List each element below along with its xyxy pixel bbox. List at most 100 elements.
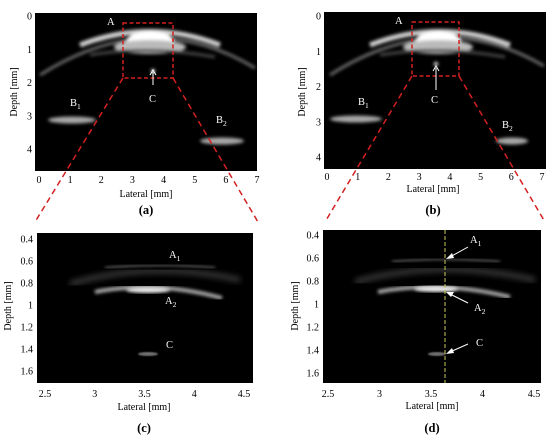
panel-a-xtick-label: 3	[130, 175, 135, 186]
panel-c-ytick-label: 0.6	[21, 257, 34, 268]
panel-c-xtick-label: 3.5	[138, 389, 151, 400]
panel-d-ytick-label: 1	[314, 300, 319, 311]
panel-b-xticks: 0 1 2 3 4 5 6 7	[325, 172, 545, 183]
panel-d-ytick-label: 0.6	[307, 254, 320, 265]
panel-a-xticks: 0 1 2 3 4 5 6 7	[37, 175, 260, 186]
panel-d-caption: (d)	[424, 421, 439, 435]
panel-c-label-A1: A1	[169, 250, 181, 263]
panel-c-xticks: 2.5 3 3.5 4 4.5	[39, 389, 251, 400]
panel-a-xtick-label: 5	[192, 175, 197, 186]
panel-c-ytick-label: 1.4	[21, 345, 34, 356]
panel-a-zoom-box	[122, 22, 174, 79]
panel-b-xtick-label: 7	[540, 172, 545, 183]
panel-d-xticks: 2.5 3 3.5 4 4.5	[322, 389, 541, 400]
panel-a-xtick-label: 4	[161, 175, 166, 186]
panel-d-ytick-label: 0.8	[307, 277, 320, 288]
panel-b-ytick-label: 3	[316, 117, 321, 128]
panel-d-xtick-label: 2.5	[322, 389, 335, 400]
panel-d-xtick-label: 3.5	[425, 389, 438, 400]
panel-a-xtick-label: 2	[99, 175, 104, 186]
panel-b: A B1 B2 C 0 1 2 3 4 0 1 2 3 4 5 6 7 Depth [mm] Late…	[297, 12, 546, 217]
panel-d-xlabel: Lateral [mm]	[405, 401, 458, 412]
panel-b-xtick-label: 2	[386, 172, 391, 183]
panel-b-xtick-label: 5	[478, 172, 483, 183]
panel-c-ytick-label: 1.2	[21, 323, 34, 334]
panel-d-arrows	[446, 246, 469, 354]
panel-d-ylabel: Depth [mm]	[290, 281, 301, 330]
panel-c-xtick-label: 3	[92, 389, 97, 400]
panel-a-label-A: A	[107, 17, 115, 28]
zoom-projection-lines	[34, 75, 546, 223]
panel-d-label-A1: A1	[470, 235, 482, 248]
panel-a-label-B1: B1	[70, 98, 81, 111]
panel-d-yticks: 0.4 0.6 0.8 1 1.2 1.4 1.6	[307, 231, 320, 380]
panel-c-label-A2: A2	[165, 296, 177, 309]
panel-c-xtick-label: 2.5	[39, 389, 52, 400]
panel-d: A1 A2 C 0.40.60.811.21.41.6 2.5 3 3.5 4 4.5 …	[290, 230, 541, 435]
panel-c-caption: (c)	[137, 421, 151, 435]
panel-c-xlabel: Lateral [mm]	[117, 402, 170, 413]
panel-c-ytick-label: 0.8	[21, 279, 34, 290]
panel-c-xtick-label: 4	[192, 389, 197, 400]
panel-a-label-C: C	[149, 94, 156, 105]
panel-a-yticks: 0 1 2 3 4	[27, 12, 32, 156]
panel-a-label-B2: B2	[216, 115, 227, 128]
panel-a-speckle	[39, 29, 256, 145]
panel-a-ytick-label: 1	[27, 45, 32, 56]
panel-b-ytick-label: 4	[316, 153, 321, 164]
panel-a-xtick-label: 1	[68, 175, 73, 186]
panel-a-ytick-label: 0	[27, 12, 32, 23]
panel-d-label-A2: A2	[474, 303, 486, 316]
panel-a-xtick-label: 0	[37, 175, 42, 186]
panel-d-ytick-label: 1.4	[307, 346, 320, 357]
panel-c-ylabel: Depth [mm]	[3, 281, 14, 330]
panel-b-ytick-label: 2	[316, 82, 321, 93]
panel-d-image	[323, 230, 541, 383]
panel-c-xtick-label: 4.5	[238, 389, 251, 400]
panel-c-image	[37, 233, 253, 383]
panel-b-xtick-label: 0	[325, 172, 330, 183]
panel-c-yticks: 0.4 0.6 0.8 1 1.2 1.4 1.6	[21, 235, 34, 378]
panel-b-label-A: A	[395, 16, 403, 27]
panel-a-arrow-C	[149, 69, 157, 85]
panel-b-xlabel: Lateral [mm]	[406, 184, 459, 195]
panel-a-ytick-label: 3	[27, 111, 32, 122]
panel-d-xtick-label: 4.5	[528, 389, 541, 400]
panel-a-xlabel: Lateral [mm]	[119, 189, 172, 200]
panel-b-yticks: 0 1 2 3 4	[316, 12, 321, 164]
panel-a-ylabel: Depth [mm]	[9, 67, 20, 116]
panel-a-xtick-label: 6	[223, 175, 228, 186]
panel-b-caption: (b)	[425, 203, 440, 217]
panel-b-speckle	[329, 29, 545, 145]
panel-d-xtick-label: 3	[377, 389, 382, 400]
panel-b-ytick-label: 1	[316, 47, 321, 58]
panel-b-arrow-C	[432, 65, 440, 90]
panel-c-ytick-label: 1.6	[21, 367, 34, 378]
panel-d-speckle	[354, 258, 536, 356]
panel-b-ylabel: Depth [mm]	[297, 67, 308, 116]
panel-b-label-B2: B2	[502, 120, 513, 133]
panel-b-label-C: C	[431, 95, 438, 106]
panel-c: A1 A2 C 0.40.60.811.21.41.6 2.5 3 3.5 4 4.5 …	[3, 233, 253, 435]
panel-a-xtick-label: 7	[255, 175, 260, 186]
panel-c-speckle	[69, 264, 241, 356]
panel-d-ytick-label: 1.6	[307, 369, 320, 380]
panel-c-ytick-label: 1	[28, 301, 33, 312]
panel-c-label-C: C	[166, 340, 173, 351]
panel-b-ytick-label: 0	[316, 12, 321, 23]
panel-b-xtick-label: 1	[355, 172, 360, 183]
panel-d-xtick-label: 4	[480, 389, 485, 400]
panel-b-xtick-label: 6	[509, 172, 514, 183]
panel-c-ytick-label: 0.4	[21, 235, 34, 246]
panel-b-xtick-label: 4	[447, 172, 452, 183]
panel-a-ytick-label: 4	[27, 145, 32, 156]
panel-a: A B1 B2 C 0 1 2 3 4 0 1 2 3 4 5 6 7 Depth [mm] Late…	[9, 12, 260, 218]
panel-d-ytick-label: 1.2	[307, 323, 320, 334]
panel-d-label-C: C	[476, 338, 483, 349]
panel-b-xtick-label: 3	[417, 172, 422, 183]
panel-a-caption: (a)	[139, 203, 154, 217]
panel-a-ytick-label: 2	[27, 78, 32, 89]
panel-d-ytick-label: 0.4	[307, 231, 320, 242]
panel-b-label-B1: B1	[358, 97, 369, 110]
